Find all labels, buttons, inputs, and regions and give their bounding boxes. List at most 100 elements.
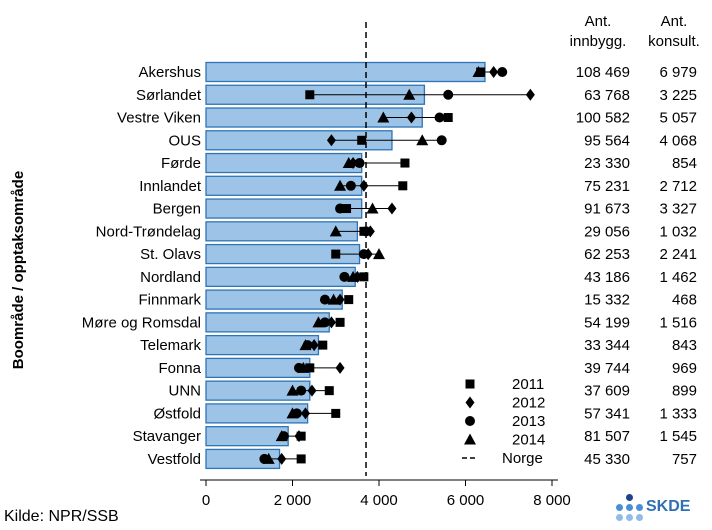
- marker-2012: [294, 430, 304, 443]
- source-note: Kilde: NPR/SSB: [4, 508, 119, 525]
- category-label: Møre og Romsdal: [82, 314, 201, 331]
- category-label: Innlandet: [139, 178, 202, 195]
- marker-2012: [525, 88, 535, 101]
- marker-2012: [489, 66, 499, 78]
- bar: [205, 312, 330, 333]
- innbyggere-value: 62 253: [584, 246, 630, 263]
- category-label: Østfold: [153, 405, 201, 422]
- x-tick-label: 6 000: [447, 492, 485, 509]
- marker-2014: [262, 452, 275, 464]
- marker-2014: [297, 361, 310, 373]
- marker-2012: [309, 339, 319, 352]
- bar: [205, 152, 363, 174]
- marker-2011: [296, 454, 306, 464]
- marker-2014: [366, 202, 379, 214]
- marker-2014: [403, 88, 416, 100]
- bar: [205, 334, 320, 356]
- konsultasjoner-value: 2 712: [659, 178, 697, 195]
- marker-2013: [434, 112, 445, 123]
- legend-label: 2013: [512, 413, 545, 430]
- innbyggere-value: 91 673: [584, 201, 630, 218]
- marker-2014: [286, 384, 299, 396]
- konsultasjoner-value: 854: [672, 155, 697, 172]
- innbyggere-value: 45 330: [584, 451, 630, 468]
- marker-2013: [345, 180, 356, 191]
- konsultasjoner-value: 1 545: [659, 428, 697, 445]
- table-header-line: innbygg.: [570, 33, 627, 50]
- category-label: Nord-Trøndelag: [96, 223, 201, 240]
- marker-2011: [331, 249, 341, 259]
- marker-2012: [307, 384, 317, 397]
- bar: [205, 266, 356, 287]
- konsultasjoner-value: 4 068: [659, 132, 697, 149]
- marker-2014: [347, 270, 360, 282]
- marker-2013: [296, 385, 307, 396]
- marker-2011: [318, 340, 328, 350]
- marker-2014: [286, 407, 299, 419]
- legend-label: 2012: [512, 395, 545, 412]
- category-label: Finnmark: [138, 292, 201, 309]
- marker-2011: [398, 181, 408, 191]
- marker-2011: [324, 386, 334, 396]
- marker-2011: [342, 204, 352, 214]
- marker-2014: [472, 66, 485, 77]
- marker-2011: [357, 135, 367, 145]
- logo-text: SKDE: [646, 498, 691, 515]
- marker-2013: [335, 203, 346, 214]
- marker-2011: [344, 295, 354, 305]
- marker-2012: [326, 134, 336, 147]
- innbyggere-value: 57 341: [584, 405, 630, 422]
- innbyggere-value: 15 332: [584, 292, 630, 309]
- marker-2014: [334, 179, 347, 191]
- marker-2014: [329, 225, 342, 237]
- innbyggere-value: 39 744: [584, 360, 630, 377]
- category-label: Vestre Viken: [117, 110, 201, 127]
- marker-2013: [339, 271, 350, 282]
- marker-2013: [443, 89, 454, 100]
- marker-2012: [326, 316, 336, 329]
- marker-2011: [305, 90, 315, 100]
- category-label: Førde: [161, 155, 201, 172]
- table-header-line: konsult.: [648, 33, 700, 50]
- innbyggere-value: 81 507: [584, 428, 630, 445]
- legend-label: Norge: [502, 450, 543, 467]
- marker-2013: [361, 226, 372, 237]
- skde-logo: SKDE: [610, 494, 710, 528]
- marker-2011: [443, 113, 453, 123]
- innbyggere-value: 33 344: [584, 337, 630, 354]
- marker-2012: [335, 361, 345, 374]
- legend-marker-2011: [465, 379, 475, 389]
- y-axis-title: Boområde / opptaksområde: [10, 171, 27, 369]
- marker-2014: [416, 134, 429, 146]
- konsultasjoner-value: 1 516: [659, 314, 697, 331]
- innbyggere-value: 54 199: [584, 314, 630, 331]
- marker-2014: [327, 293, 340, 305]
- category-label: UNN: [169, 383, 202, 400]
- legend-marker-2013: [465, 416, 475, 426]
- category-label: Nordland: [140, 269, 201, 286]
- marker-2012: [300, 407, 310, 420]
- konsultasjoner-value: 899: [672, 383, 697, 400]
- konsultasjoner-value: 969: [672, 360, 697, 377]
- marker-2011: [331, 408, 341, 418]
- konsultasjoner-value: 3 225: [659, 87, 697, 104]
- innbyggere-value: 100 582: [576, 110, 630, 127]
- konsultasjoner-value: 468: [672, 292, 697, 309]
- marker-2014: [373, 248, 385, 260]
- marker-2014: [342, 157, 355, 169]
- innbyggere-value: 23 330: [584, 155, 630, 172]
- marker-2012: [387, 202, 397, 215]
- marker-2013: [358, 249, 369, 260]
- konsultasjoner-value: 2 241: [659, 246, 697, 263]
- marker-2014: [377, 111, 390, 123]
- innbyggere-value: 63 768: [584, 87, 630, 104]
- konsultasjoner-value: 843: [672, 337, 697, 354]
- konsultasjoner-value: 1 032: [659, 223, 697, 240]
- category-label: St. Olavs: [140, 246, 201, 263]
- marker-2013: [319, 294, 330, 305]
- legend-marker-2014: [464, 433, 476, 445]
- category-label: Telemark: [140, 337, 201, 354]
- category-label: Stavanger: [133, 428, 201, 445]
- x-tick-label: 2 000: [274, 492, 312, 509]
- konsultasjoner-value: 3 327: [659, 201, 697, 218]
